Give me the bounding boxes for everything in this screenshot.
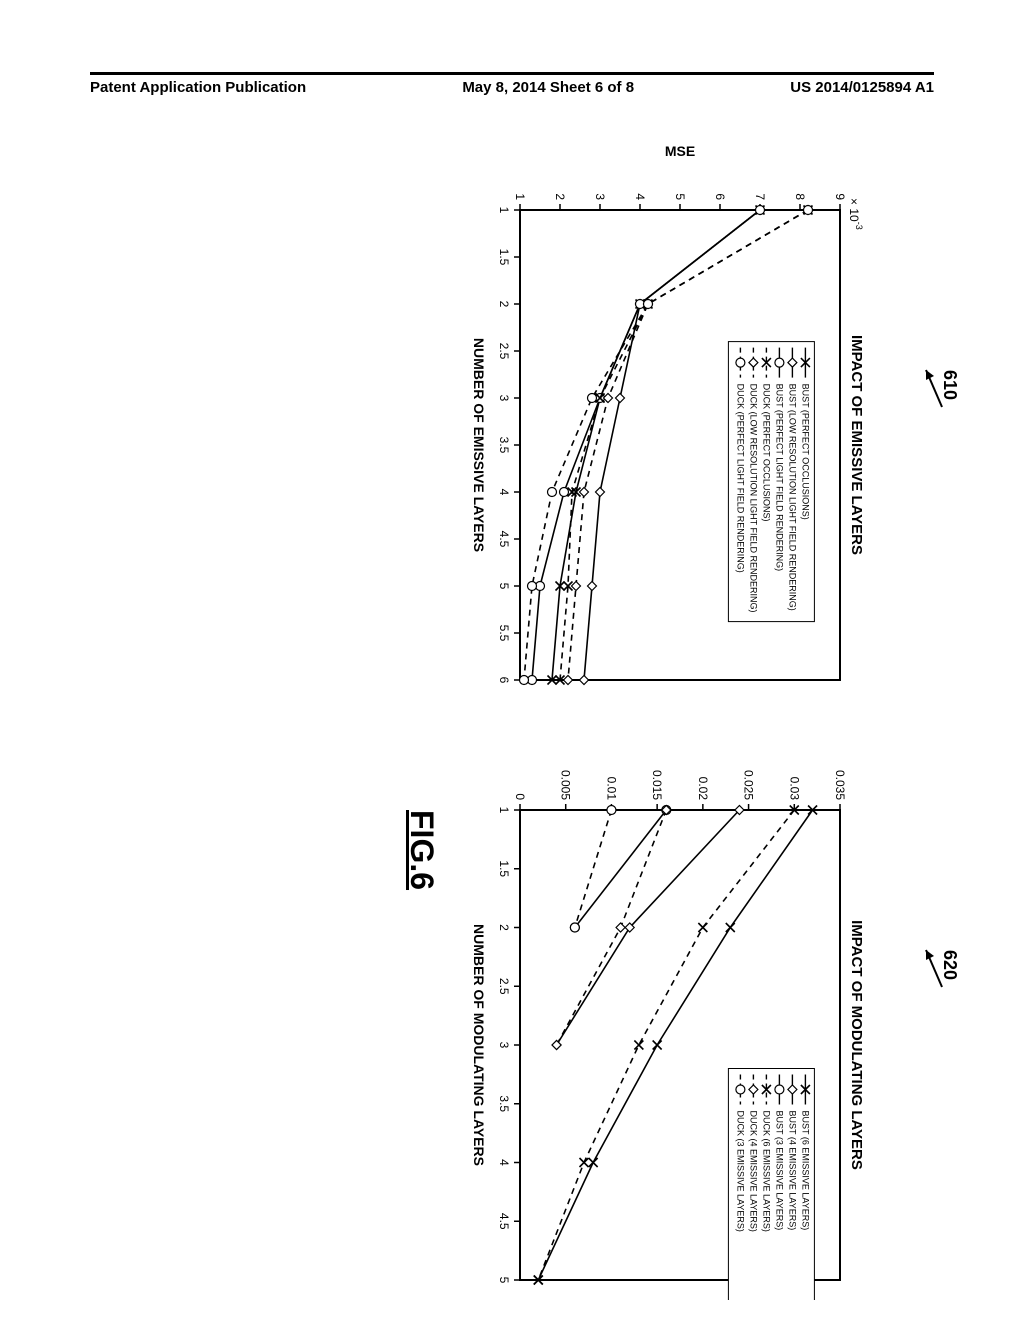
header-right: US 2014/0125894 A1 xyxy=(790,79,934,96)
svg-text:5: 5 xyxy=(673,193,687,200)
svg-text:0.03: 0.03 xyxy=(787,777,801,801)
svg-text:0.035: 0.035 xyxy=(833,770,847,800)
svg-text:BUST (PERFECT OCCLUSIONS): BUST (PERFECT OCCLUSIONS) xyxy=(800,384,810,520)
svg-text:5: 5 xyxy=(497,1277,511,1284)
ref-610: 610 xyxy=(939,370,960,400)
svg-text:DUCK (PERFECT LIGHT FIELD REND: DUCK (PERFECT LIGHT FIELD RENDERING) xyxy=(735,384,745,573)
svg-text:0.005: 0.005 xyxy=(559,770,573,800)
svg-text:1.5: 1.5 xyxy=(497,249,511,266)
svg-text:1: 1 xyxy=(497,807,511,814)
svg-text:4: 4 xyxy=(497,489,511,496)
svg-text:4: 4 xyxy=(633,193,647,200)
svg-text:0: 0 xyxy=(513,793,527,800)
chart-emissive-layers: 11.522.533.544.555.56123456789IMPACT OF … xyxy=(520,140,880,700)
svg-text:0.025: 0.025 xyxy=(742,770,756,800)
leader-arrow-icon xyxy=(922,942,946,992)
svg-text:7: 7 xyxy=(753,193,767,200)
svg-text:DUCK (3 EMISSIVE LAYERS): DUCK (3 EMISSIVE LAYERS) xyxy=(735,1111,745,1232)
svg-text:3: 3 xyxy=(593,193,607,200)
svg-text:0.01: 0.01 xyxy=(604,777,618,801)
svg-text:3.5: 3.5 xyxy=(497,437,511,454)
svg-text:0.02: 0.02 xyxy=(696,777,710,801)
svg-text:DUCK (LOW RESOLUTION LIGHT FIE: DUCK (LOW RESOLUTION LIGHT FIELD RENDERI… xyxy=(748,384,758,613)
figure-label: FIG.6 xyxy=(403,810,440,890)
leader-arrow-icon xyxy=(922,362,946,412)
header-left: Patent Application Publication xyxy=(90,79,306,96)
svg-text:3: 3 xyxy=(497,1042,511,1049)
svg-text:NUMBER OF MODULATING LAYERS: NUMBER OF MODULATING LAYERS xyxy=(471,924,487,1166)
patent-page: Patent Application Publication May 8, 20… xyxy=(0,0,1024,1320)
page-header: Patent Application Publication May 8, 20… xyxy=(90,72,934,96)
chart-svg: 1 1.5 2 2.5 3 3.5 4 4.5 5 5.5 6 1 2 3 4 5 6 7 8 9 IMPACT OF … xyxy=(460,140,880,700)
figure-6: 610 620 11.522.533.544.555.56123456789IM… xyxy=(120,310,940,1010)
svg-text:4: 4 xyxy=(497,1159,511,1166)
svg-text:BUST (6 EMISSIVE LAYERS): BUST (6 EMISSIVE LAYERS) xyxy=(800,1111,810,1231)
svg-text:1: 1 xyxy=(513,193,527,200)
svg-text:0.015: 0.015 xyxy=(650,770,664,800)
svg-text:BUST (3 EMISSIVE LAYERS): BUST (3 EMISSIVE LAYERS) xyxy=(774,1111,784,1231)
svg-text:4.5: 4.5 xyxy=(497,1213,511,1230)
svg-text:1.5: 1.5 xyxy=(497,860,511,877)
svg-text:2: 2 xyxy=(553,193,567,200)
svg-text:DUCK (PERFECT OCCLUSIONS): DUCK (PERFECT OCCLUSIONS) xyxy=(761,384,771,522)
svg-text:2.5: 2.5 xyxy=(497,343,511,360)
svg-text:5: 5 xyxy=(497,583,511,590)
svg-text:BUST (PERFECT LIGHT FIELD REND: BUST (PERFECT LIGHT FIELD RENDERING) xyxy=(774,384,784,572)
svg-text:2.5: 2.5 xyxy=(497,978,511,995)
header-center: May 8, 2014 Sheet 6 of 8 xyxy=(462,79,634,96)
svg-text:4.5: 4.5 xyxy=(497,531,511,548)
svg-text:1: 1 xyxy=(497,207,511,214)
svg-text:IMPACT OF EMISSIVE LAYERS: IMPACT OF EMISSIVE LAYERS xyxy=(848,335,865,555)
svg-text:DUCK (6 EMISSIVE LAYERS): DUCK (6 EMISSIVE LAYERS) xyxy=(761,1111,771,1232)
svg-text:× 10-3: × 10-3 xyxy=(847,198,864,230)
svg-text:6: 6 xyxy=(713,193,727,200)
svg-text:BUST (LOW RESOLUTION LIGHT FIE: BUST (LOW RESOLUTION LIGHT FIELD RENDERI… xyxy=(787,384,797,611)
svg-text:6: 6 xyxy=(497,677,511,684)
svg-text:IMPACT OF MODULATING LAYERS: IMPACT OF MODULATING LAYERS xyxy=(848,920,865,1170)
svg-text:3: 3 xyxy=(497,395,511,402)
svg-text:MSE: MSE xyxy=(665,143,695,159)
svg-text:3.5: 3.5 xyxy=(497,1095,511,1112)
svg-text:9: 9 xyxy=(833,193,847,200)
ref-620: 620 xyxy=(939,950,960,980)
svg-text:BUST (4 EMISSIVE LAYERS): BUST (4 EMISSIVE LAYERS) xyxy=(787,1111,797,1231)
svg-text:2: 2 xyxy=(497,301,511,308)
svg-text:DUCK (4 EMISSIVE LAYERS): DUCK (4 EMISSIVE LAYERS) xyxy=(748,1111,758,1232)
chart-svg: 1 1.5 2 2.5 3 3.5 4 4.5 5 0 0.005 0.01 0.015 0.02 0.02… xyxy=(460,740,880,1300)
svg-text:NUMBER OF EMISSIVE LAYERS: NUMBER OF EMISSIVE LAYERS xyxy=(471,338,487,552)
svg-text:8: 8 xyxy=(793,193,807,200)
svg-text:2: 2 xyxy=(497,924,511,931)
svg-text:5.5: 5.5 xyxy=(497,625,511,642)
chart-modulating-layers: 11.522.533.544.5500.0050.010.0150.020.02… xyxy=(520,740,880,1300)
